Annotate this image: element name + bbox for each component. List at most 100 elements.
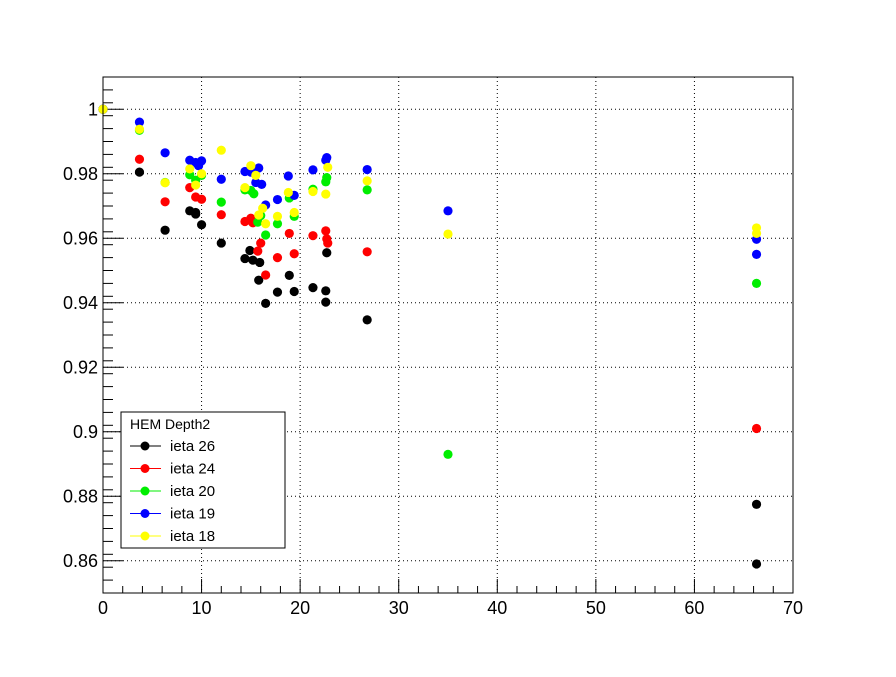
data-point	[284, 228, 294, 239]
data-point	[283, 171, 293, 181]
x-tick-label: 40	[487, 598, 507, 618]
data-point	[322, 153, 332, 163]
data-point	[216, 238, 226, 248]
data-point	[249, 189, 259, 199]
data-point	[160, 148, 170, 158]
data-point	[196, 194, 207, 204]
data-point	[272, 287, 283, 297]
legend-marker	[140, 486, 150, 496]
series-ieta-26	[98, 104, 762, 569]
data-point	[321, 297, 331, 307]
legend-title: HEM Depth2	[130, 416, 210, 432]
legend-box	[120, 411, 286, 549]
y-tick-label: 1	[88, 99, 98, 119]
data-point	[196, 220, 207, 230]
data-point	[256, 238, 266, 248]
data-point	[255, 257, 265, 268]
x-tick-label: 60	[684, 598, 704, 618]
series-ieta-18	[98, 104, 762, 239]
legend-label: ieta 19	[170, 506, 215, 523]
data-point	[362, 176, 372, 186]
data-point	[246, 161, 256, 171]
legend-marker	[140, 441, 150, 451]
data-point	[289, 207, 299, 218]
legend-label: ieta 24	[170, 461, 215, 478]
data-point	[134, 117, 145, 127]
data-point	[272, 194, 283, 205]
data-point	[321, 226, 331, 236]
y-tick-label: 0.88	[63, 486, 98, 506]
data-point	[362, 164, 372, 175]
data-point	[323, 162, 333, 172]
data-point	[751, 559, 762, 569]
data-point	[272, 219, 283, 229]
data-point	[257, 179, 267, 189]
data-point	[191, 180, 201, 190]
x-tick-label: 0	[98, 598, 108, 618]
x-tick-label: 30	[389, 598, 409, 618]
data-point	[308, 231, 318, 241]
y-tick-label: 0.94	[63, 293, 98, 313]
legend-marker	[140, 464, 150, 473]
legend-marker	[140, 531, 150, 541]
data-points	[98, 104, 762, 569]
y-tick-label: 0.86	[63, 551, 98, 571]
data-point	[245, 245, 255, 256]
data-point	[253, 246, 263, 256]
data-point	[289, 249, 299, 259]
x-tick-label: 10	[192, 598, 212, 618]
y-tick-label: 0.96	[63, 228, 98, 248]
data-point	[196, 169, 207, 179]
data-point	[321, 286, 331, 296]
data-point	[134, 124, 145, 134]
data-point	[362, 185, 372, 195]
data-point	[443, 229, 453, 239]
data-point	[751, 278, 762, 288]
data-point	[261, 219, 271, 229]
data-point	[251, 170, 261, 180]
data-point	[751, 423, 762, 434]
data-point	[216, 210, 226, 220]
axes: 0 10 20 30 40 50 60 70 0.86 0.88 0.9 0.92 0.94 0.96 0.…	[63, 76, 803, 618]
data-point	[261, 298, 271, 308]
data-point	[443, 206, 453, 216]
legend-label: ieta 26	[170, 438, 215, 455]
legend: HEM Depth2 ieta 26 ieta 24 ieta 20 ieta 19 i…	[120, 411, 286, 549]
data-point	[443, 449, 453, 459]
legend-label: ieta 20	[170, 483, 215, 500]
data-point	[240, 183, 250, 193]
data-point	[308, 186, 318, 197]
data-point	[254, 275, 264, 285]
x-tick-label: 50	[586, 598, 606, 618]
x-tick-label: 70	[783, 598, 803, 618]
x-tick-label: 20	[290, 598, 310, 618]
legend-label: ieta 18	[170, 528, 215, 545]
data-point	[216, 174, 226, 184]
data-point	[323, 238, 333, 248]
plot-frame	[102, 76, 794, 594]
data-point	[362, 315, 372, 325]
data-point	[240, 253, 250, 264]
data-point	[196, 156, 207, 166]
data-point	[751, 228, 762, 239]
data-point	[134, 167, 145, 177]
data-point	[191, 207, 201, 218]
data-point	[160, 197, 170, 207]
data-point	[289, 286, 299, 297]
data-point	[272, 253, 283, 263]
data-point	[272, 211, 283, 221]
data-point	[254, 210, 264, 220]
data-point	[322, 173, 332, 183]
y-tick-label: 0.9	[73, 422, 98, 442]
data-point	[261, 270, 271, 280]
y-tick-label: 0.92	[63, 357, 98, 377]
data-point	[160, 225, 170, 235]
data-point	[283, 187, 293, 198]
data-point	[322, 248, 332, 258]
data-point	[362, 247, 372, 257]
legend-marker	[140, 509, 150, 518]
data-point	[308, 165, 318, 175]
y-tick-label: 0.98	[63, 164, 98, 184]
